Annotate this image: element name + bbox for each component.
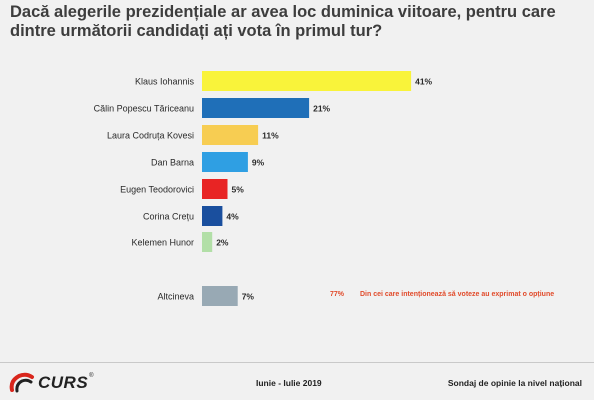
bar	[202, 286, 238, 306]
annotation-value: 77%	[330, 291, 345, 298]
value-label: 5%	[232, 185, 245, 195]
footer-divider	[0, 362, 594, 363]
bar	[202, 179, 228, 199]
bar	[202, 98, 310, 118]
value-label: 41%	[415, 77, 432, 87]
bar	[202, 206, 223, 226]
survey-description: Sondaj de opinie la nivel național	[447, 378, 582, 388]
survey-period: Iunie - Iulie 2019	[256, 378, 322, 388]
value-label: 21%	[313, 104, 330, 114]
value-label: 4%	[226, 212, 239, 222]
logo-text: CURS	[38, 373, 89, 392]
category-label: Laura Codruța Kovesi	[107, 131, 194, 141]
bar	[202, 71, 412, 91]
bar	[202, 125, 259, 145]
value-label: 2%	[216, 238, 229, 248]
annotation-text: Din cei care intenționează să voteze au …	[360, 291, 554, 298]
bar	[202, 232, 213, 252]
value-label: 9%	[252, 158, 265, 168]
logo-registered-mark: ®	[89, 373, 94, 379]
value-label: 11%	[262, 131, 279, 141]
category-label: Călin Popescu Tăriceanu	[94, 104, 194, 114]
category-label: Kelemen Hunor	[131, 238, 194, 248]
bar-chart: Klaus Iohannis 41% Călin Popescu Tăriceanu…	[94, 71, 554, 306]
category-label: Altcineva	[157, 292, 194, 302]
curs-logo: CURS ®	[8, 371, 94, 395]
category-label: Eugen Teodorovici	[120, 185, 194, 195]
chart-title: Dacă alegerile prezidențiale ar avea loc…	[10, 3, 556, 40]
category-label: Dan Barna	[151, 158, 194, 168]
value-label: 7%	[242, 292, 255, 302]
curs-logo-icon	[9, 372, 34, 393]
category-label: Klaus Iohannis	[135, 77, 195, 87]
category-label: Corina Crețu	[143, 212, 194, 222]
bar	[202, 152, 248, 172]
